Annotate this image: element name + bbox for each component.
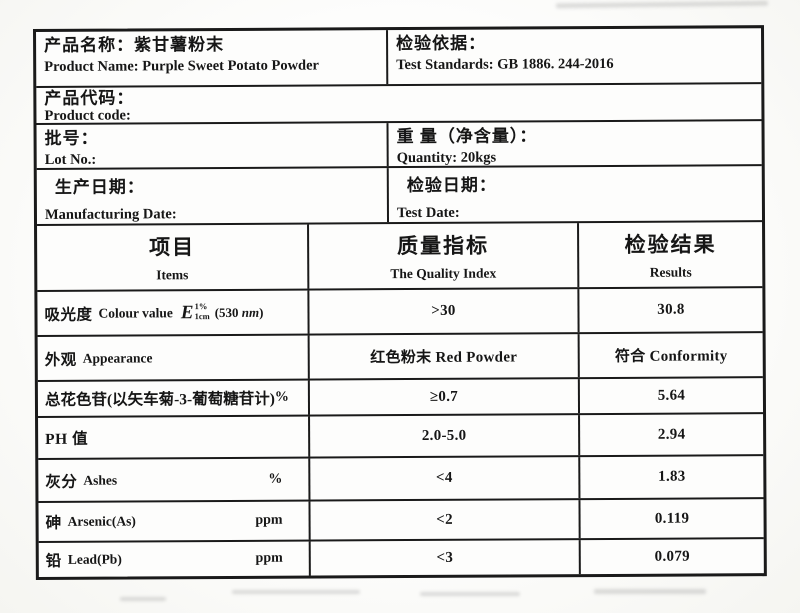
item-name-en: Ashes <box>83 472 118 488</box>
test-date-en: Test Date: <box>396 204 460 222</box>
item-name-en: Lead(Pb) <box>67 551 122 567</box>
item-name-zh: 外观 <box>44 351 77 369</box>
item-cell: 吸光度 Colour value E 1% 1cm (530 nm) <box>37 290 310 335</box>
table-row-arsenic: 砷 Arsenic(As) ppm <2 0.119 <box>38 499 764 543</box>
item-unit: ppm <box>255 550 283 566</box>
item-name-zh: 铅 <box>45 552 62 570</box>
spec-cell: 红色粉末 Red Powder <box>309 334 580 379</box>
lot-no-en: Lot No.: <box>44 151 97 168</box>
quantity-en: Quantity: 20kgs <box>396 149 497 167</box>
item-cell: 灰分 Ashes % <box>38 458 311 501</box>
item-name-en: Appearance <box>82 349 153 366</box>
table-row-anthocyanin: 总花色苷(以矢车菊-3-葡萄糖苷计) % ≥0.7 5.64 <box>37 378 764 418</box>
table-row-ph: PH 值 2.0-5.0 2.94 <box>38 414 764 460</box>
header-quality-index-en: The Quality Index <box>390 265 497 282</box>
formula-base: E <box>180 301 194 323</box>
coa-document-sheet: 产品名称：紫甘薯粉末 Product Name: Purple Sweet Po… <box>33 25 767 580</box>
result-cell: 2.94 <box>657 426 686 443</box>
formula-arg: (530 nm) <box>214 304 264 320</box>
item-cell: 总花色苷(以矢车菊-3-葡萄糖苷计) % <box>37 380 311 416</box>
spec-cell: ≥0.7 <box>309 379 581 415</box>
test-standards-en: Test Standards: GB 1886. 244-2016 <box>396 55 614 74</box>
formula-sup-sub: 1% 1cm <box>194 301 210 322</box>
info-row-product-code: 产品代码： Product code: <box>36 84 762 125</box>
header-items-en: Items <box>156 267 189 283</box>
scan-smudge <box>120 597 166 601</box>
info-row-product-name: 产品名称：紫甘薯粉末 Product Name: Purple Sweet Po… <box>36 28 762 88</box>
item-name-zh: 吸光度 <box>44 306 93 324</box>
header-results: 检验结果 Results <box>579 222 762 287</box>
quantity-cell: 重 量（净含量）： Quantity: 20kgs <box>388 121 761 166</box>
item-unit: % <box>268 471 283 487</box>
spec-cell: <2 <box>310 500 581 540</box>
manufacturing-date-zh: 生产日期： <box>54 177 145 197</box>
header-items-zh: 项目 <box>149 235 196 260</box>
result-cell: 0.119 <box>654 510 690 527</box>
item-name-zh: 砷 <box>45 514 62 532</box>
header-items: 项目 Items <box>37 224 310 290</box>
item-cell: 外观 Appearance <box>37 335 310 380</box>
table-header-row: 项目 Items 质量指标 The Quality Index 检验结果 Res… <box>37 222 763 292</box>
spec-cell: <3 <box>310 540 581 576</box>
header-quality-index-zh: 质量指标 <box>397 233 490 259</box>
test-standards-zh: 检验依据： <box>396 33 487 54</box>
item-unit: % <box>274 389 289 405</box>
table-row-lead: 铅 Lead(Pb) ppm <3 0.079 <box>38 539 764 577</box>
item-name-zh: 总花色苷(以矢车菊-3-葡萄糖苷计) <box>44 390 275 409</box>
table-row-appearance: 外观 Appearance 红色粉末 Red Powder 符合 Conform… <box>37 333 763 382</box>
table-row-colour-value: 吸光度 Colour value E 1% 1cm (530 nm) >30 3… <box>37 288 763 337</box>
item-name-zh: PH 值 <box>45 430 89 448</box>
product-name-en: Product Name: Purple Sweet Potato Powder <box>44 57 320 75</box>
result-cell: 符合 Conformity <box>614 348 728 365</box>
spec-cell: 2.0-5.0 <box>310 415 581 457</box>
product-name-cell: 产品名称：紫甘薯粉末 Product Name: Purple Sweet Po… <box>36 30 389 86</box>
scan-smudge <box>594 589 706 594</box>
header-results-en: Results <box>649 264 692 280</box>
lot-no-zh: 批号： <box>44 128 99 148</box>
item-cell: 砷 Arsenic(As) ppm <box>38 501 311 541</box>
item-name-zh: 灰分 <box>45 473 78 491</box>
info-row-dates: 生产日期： Manufacturing Date: 检验日期： Test Dat… <box>36 166 763 226</box>
info-row-lot-quantity: 批号： Lot No.: 重 量（净含量）： Quantity: 20kgs <box>36 121 762 170</box>
manufacturing-date-en: Manufacturing Date: <box>44 206 177 223</box>
item-unit: ppm <box>255 512 283 528</box>
item-cell: PH 值 <box>38 416 311 458</box>
product-name-zh: 产品名称：紫甘薯粉末 <box>44 34 225 55</box>
test-standards-cell: 检验依据： Test Standards: GB 1886. 244-2016 <box>388 28 761 84</box>
scan-smudge <box>420 592 520 596</box>
result-cell: 0.079 <box>654 548 690 565</box>
quantity-zh: 重 量（净含量）： <box>396 126 538 147</box>
test-date-cell: 检验日期： Test Date: <box>389 166 762 222</box>
spec-cell: <4 <box>310 457 581 500</box>
absorbance-formula: E 1% 1cm (530 nm) <box>181 301 264 323</box>
manufacturing-date-cell: 生产日期： Manufacturing Date: <box>36 168 390 224</box>
header-results-zh: 检验结果 <box>624 232 717 257</box>
header-quality-index: 质量指标 The Quality Index <box>309 223 580 289</box>
result-cell: 30.8 <box>657 301 685 318</box>
scan-smudge <box>555 0 769 9</box>
item-name-en: Colour value <box>98 304 173 321</box>
formula-sub: 1cm <box>194 310 210 321</box>
test-date-zh: 检验日期： <box>406 175 497 196</box>
product-code-cell: 产品代码： Product code: <box>36 84 761 123</box>
table-row-ashes: 灰分 Ashes % <4 1.83 <box>38 456 764 503</box>
result-cell: 5.64 <box>657 387 686 404</box>
item-cell: 铅 Lead(Pb) ppm <box>38 541 311 577</box>
result-cell: 1.83 <box>658 468 686 485</box>
spec-cell: >30 <box>309 289 580 334</box>
item-name-en: Arsenic(As) <box>67 513 136 529</box>
lot-no-cell: 批号： Lot No.: <box>36 123 389 168</box>
scan-smudge <box>232 590 360 594</box>
